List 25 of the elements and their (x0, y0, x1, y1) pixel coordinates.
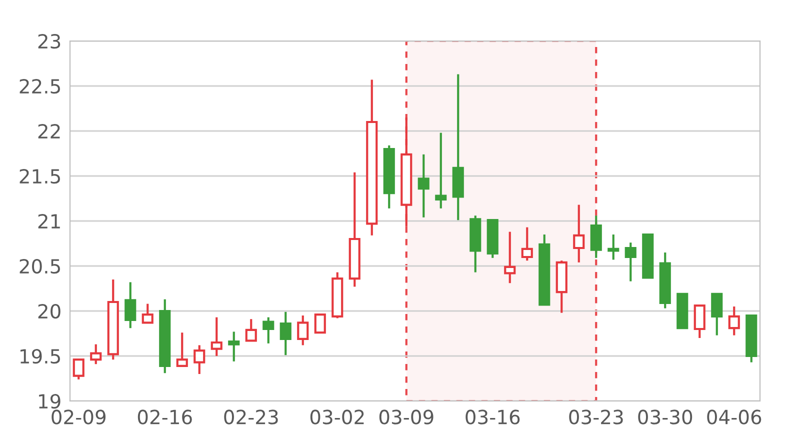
x-tick-label: 03-09 (379, 410, 434, 424)
candlestick (504, 230, 516, 284)
x-tick-label: 03-02 (310, 410, 364, 424)
x-tick-label: 02-23 (224, 410, 278, 424)
y-tick-label: 20 (38, 304, 60, 319)
candlestick (418, 153, 430, 218)
y-tick-label: 21.5 (20, 168, 60, 184)
candlestick (573, 204, 585, 264)
y-tick-label: 19 (39, 394, 60, 409)
y-tick-label: 22.5 (20, 78, 60, 94)
y-tick-label: 22 (38, 124, 60, 138)
x-tick-label: 03-30 (638, 410, 692, 424)
y-tick-label: 20.5 (20, 258, 60, 274)
x-tick-label: 02-16 (138, 410, 192, 424)
x-tick-label: 03-23 (569, 410, 623, 424)
candlestick (228, 330, 240, 362)
candlestick (452, 73, 464, 222)
y-tick-label: 21 (38, 214, 60, 228)
y-tick-label: 23 (38, 34, 60, 49)
x-tick-label: 02-09 (52, 410, 106, 424)
y-tick-label: 19.5 (20, 348, 60, 364)
x-tick-label: 04-06 (707, 410, 762, 424)
candlestick (280, 310, 292, 356)
x-tick-label: 03-16 (466, 410, 520, 424)
candlestick (366, 78, 378, 236)
